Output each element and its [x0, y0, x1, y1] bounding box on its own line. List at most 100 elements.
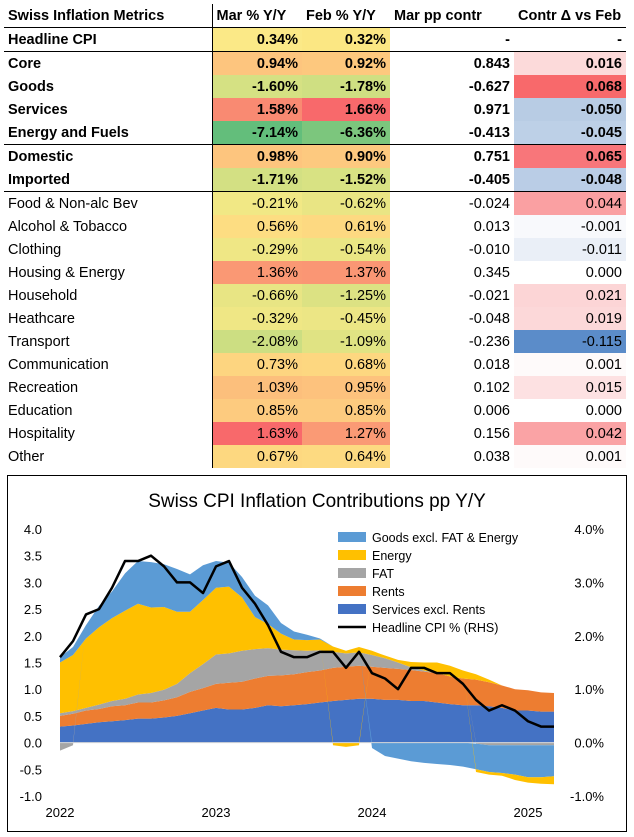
x-tick-label: 2023 — [202, 805, 231, 820]
row-feb-value: 0.68% — [302, 353, 390, 376]
row-label: Hospitality — [8, 425, 75, 442]
row-delta-value: -0.050 — [514, 98, 626, 121]
row-feb-value: -1.09% — [302, 330, 390, 353]
row-mar-value: -7.14% — [211, 121, 302, 145]
row-label: Other — [8, 448, 45, 465]
header-feb: Feb % Y/Y — [302, 4, 390, 28]
y-right-tick-label: 3.0% — [574, 575, 604, 590]
legend-swatch — [338, 586, 366, 596]
row-label: Alcohol & Tobacco — [8, 218, 128, 235]
row-delta-value: - — [514, 27, 626, 52]
row-label: Clothing — [8, 241, 62, 258]
legend-swatch — [338, 568, 366, 578]
table-row: Communication 0.73% 0.68% 0.018 0.001 — [4, 353, 626, 376]
row-delta-value: 0.068 — [514, 75, 626, 98]
area-series-6 — [60, 561, 554, 778]
row-label: Imported — [8, 171, 71, 188]
y-right-tick-label: 4.0% — [574, 522, 604, 537]
table-row: Headline CPI 0.34% 0.32% - - — [4, 27, 626, 52]
row-contr-value: -0.627 — [468, 78, 510, 95]
header-mar: Mar % Y/Y — [211, 4, 302, 28]
area-series-2 — [60, 648, 554, 716]
x-tick-label: 2022 — [46, 805, 75, 820]
table-row: Imported -1.71% -1.52% -0.405 -0.048 — [4, 168, 626, 192]
y-left-tick-label: 3.5 — [24, 549, 42, 564]
row-feb-value: -0.54% — [302, 238, 390, 261]
row-contr-value: 0.971 — [473, 101, 510, 118]
table-row: Education 0.85% 0.85% 0.006 0.000 — [4, 399, 626, 422]
y-right-tick-label: 0.0% — [574, 736, 604, 751]
inflation-metrics-table: Swiss Inflation Metrics Mar % Y/Y Feb % … — [4, 4, 626, 468]
row-delta-value: -0.001 — [514, 215, 626, 238]
row-feb-value: 0.61% — [302, 215, 390, 238]
row-feb-value: -0.45% — [302, 307, 390, 330]
row-mar-value: 1.63% — [211, 422, 302, 445]
row-mar-value: -0.32% — [211, 307, 302, 330]
row-feb-value: 0.90% — [302, 144, 390, 168]
header-contr: Mar pp contr — [390, 4, 514, 28]
y-left-tick-label: -1.0 — [20, 789, 42, 804]
area-series-3 — [60, 586, 554, 714]
row-mar-value: 0.85% — [211, 399, 302, 422]
row-mar-value: 1.58% — [211, 98, 302, 121]
row-mar-value: -1.71% — [211, 168, 302, 192]
row-label: Transport — [8, 333, 70, 350]
legend-swatch — [338, 550, 366, 560]
row-feb-value: 0.64% — [302, 445, 390, 468]
table-row: Transport -2.08% -1.09% -0.236 -0.115 — [4, 330, 626, 353]
row-feb-value: -1.52% — [302, 168, 390, 192]
row-contr-value: 0.038 — [473, 448, 510, 465]
row-contr-value: 0.156 — [473, 425, 510, 442]
row-mar-value: 0.67% — [211, 445, 302, 468]
row-delta-value: 0.065 — [514, 144, 626, 168]
row-contr-value: 0.018 — [473, 356, 510, 373]
row-label: Food & Non-alc Bev — [4, 191, 212, 215]
row-contr-value: -0.413 — [468, 124, 510, 141]
row-contr-value: 0.006 — [473, 402, 510, 419]
row-delta-value: -0.115 — [514, 330, 626, 353]
y-left-tick-label: 0.5 — [24, 709, 42, 724]
y-left-tick-label: 4.0 — [24, 522, 42, 537]
row-contr-value: 0.102 — [473, 379, 510, 396]
row-mar-value: 1.36% — [211, 261, 302, 284]
row-delta-value: 0.001 — [514, 445, 626, 468]
row-label: Communication — [8, 356, 109, 373]
x-tick-label: 2024 — [358, 805, 387, 820]
y-left-tick-label: 1.5 — [24, 656, 42, 671]
row-mar-value: 0.34% — [211, 27, 302, 52]
table-row: Hospitality 1.63% 1.27% 0.156 0.042 — [4, 422, 626, 445]
row-label: Education — [8, 402, 73, 419]
row-delta-value: 0.016 — [514, 51, 626, 75]
row-label: Household — [8, 287, 78, 304]
header-metric: Swiss Inflation Metrics — [4, 4, 212, 28]
table-body: Headline CPI 0.34% 0.32% - - Core 0.94% 0.92% 0.… — [4, 27, 626, 468]
y-left-tick-label: -0.5 — [20, 762, 42, 777]
row-mar-value: -0.29% — [211, 238, 302, 261]
row-mar-value: -1.60% — [211, 75, 302, 98]
row-delta-value: 0.021 — [514, 284, 626, 307]
table-row: Household -0.66% -1.25% -0.021 0.021 — [4, 284, 626, 307]
row-delta-value: -0.048 — [514, 168, 626, 192]
legend-label: Headline CPI % (RHS) — [372, 621, 498, 635]
row-delta-value: 0.044 — [514, 191, 626, 215]
y-right-tick-label: -1.0% — [570, 789, 604, 804]
y-left-tick-label: 0.0 — [24, 736, 42, 751]
table-row: Domestic 0.98% 0.90% 0.751 0.065 — [4, 144, 626, 168]
legend-label: FAT — [372, 567, 394, 581]
area-series-4 — [60, 561, 554, 693]
row-contr-value: 0.843 — [390, 51, 514, 75]
header-delta: Contr Δ vs Feb — [514, 4, 626, 28]
legend-label: Services excl. Rents — [372, 603, 485, 617]
y-right-tick-label: 2.0% — [574, 629, 604, 644]
row-mar-value: -0.66% — [211, 284, 302, 307]
row-contr-value: -0.024 — [390, 191, 514, 215]
row-feb-value: 0.85% — [302, 399, 390, 422]
row-mar-value: 0.56% — [211, 215, 302, 238]
row-label: Domestic — [4, 144, 212, 168]
row-label: Goods — [8, 78, 54, 95]
row-label: Energy and Fuels — [8, 124, 129, 141]
y-left-tick-label: 2.0 — [24, 629, 42, 644]
table-row: Goods -1.60% -1.78% -0.627 0.068 — [4, 75, 626, 98]
row-feb-value: -6.36% — [302, 121, 390, 145]
